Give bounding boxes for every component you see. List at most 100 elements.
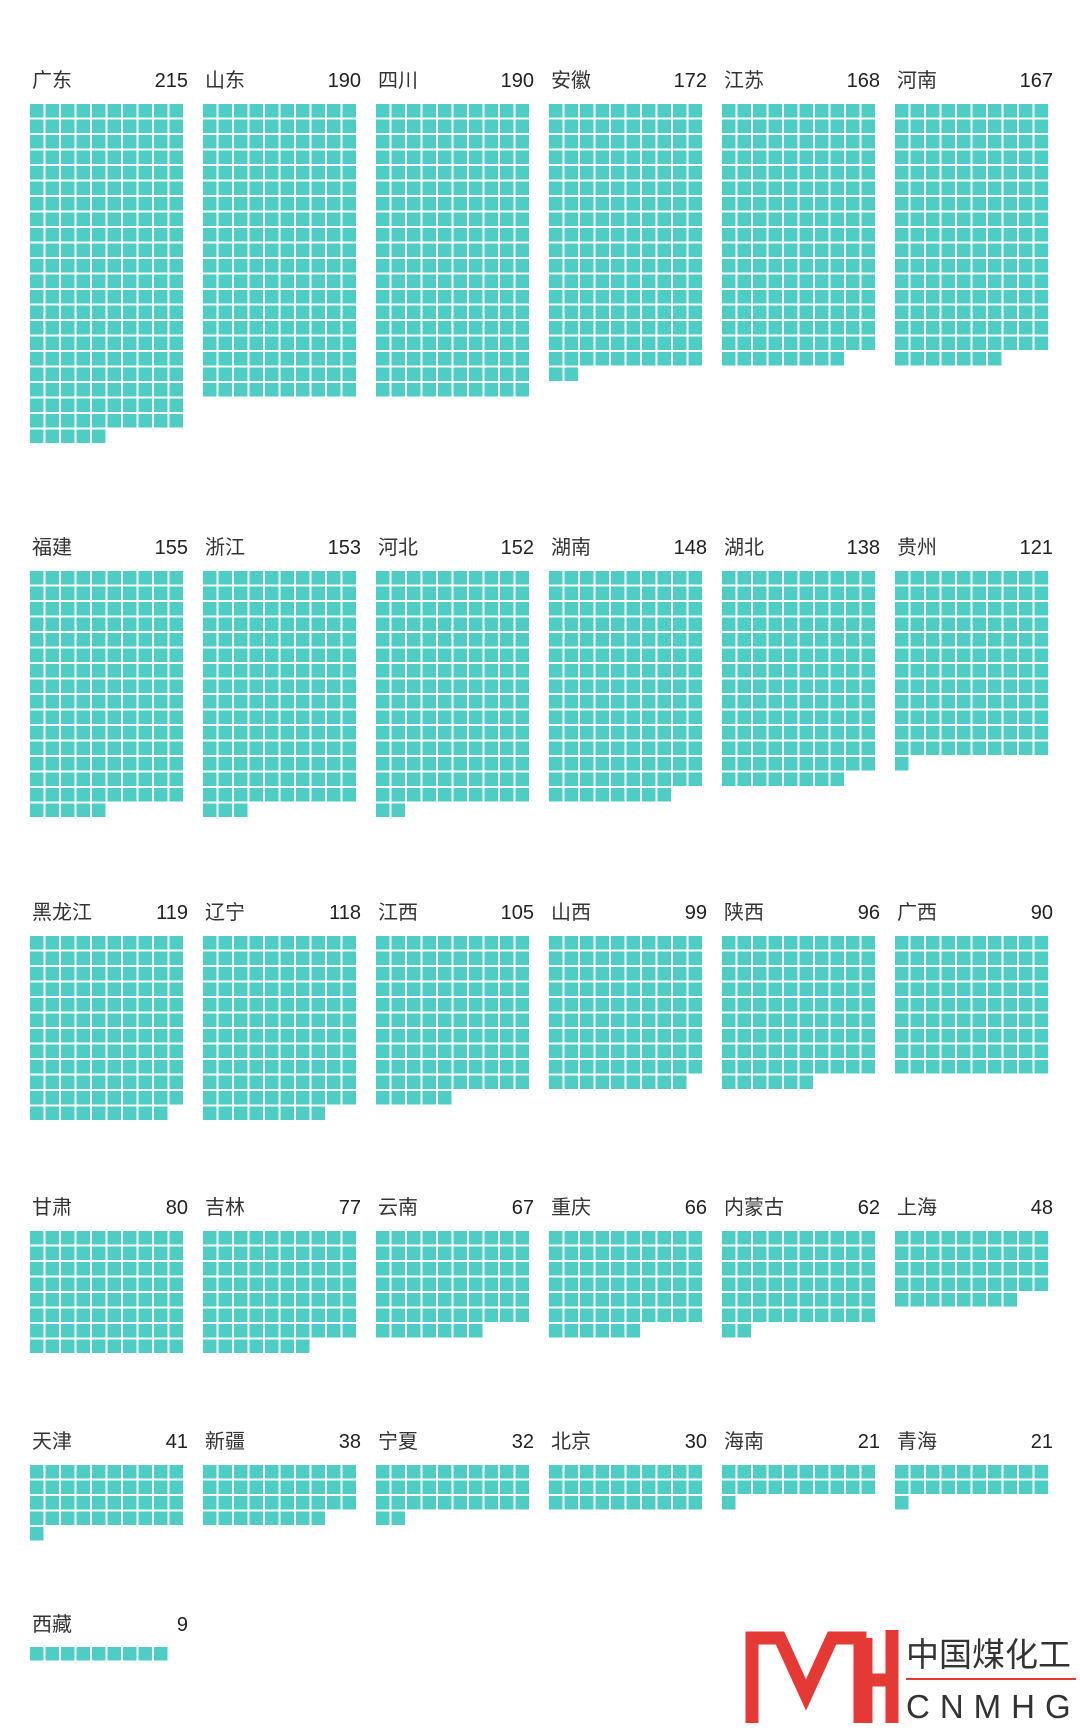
waffle-square <box>972 135 986 149</box>
waffle-square <box>265 1511 279 1525</box>
waffle-square <box>138 336 152 350</box>
waffle-square <box>218 1091 232 1105</box>
waffle-square <box>407 1262 421 1276</box>
waffle-square <box>926 321 940 335</box>
waffle-square <box>1019 1465 1033 1479</box>
waffle-square <box>515 1480 529 1494</box>
waffle-square <box>957 617 971 631</box>
waffle-square <box>342 982 356 996</box>
province-value: 121 <box>1020 537 1053 559</box>
waffle-square <box>768 1277 782 1291</box>
waffle-square <box>626 951 640 965</box>
waffle-square <box>722 1262 736 1276</box>
province-label: 湖北 <box>724 535 764 559</box>
waffle-square <box>342 586 356 600</box>
waffle-square <box>123 336 137 350</box>
waffle-square <box>861 1465 875 1479</box>
waffle-square <box>753 1480 767 1494</box>
waffle-square <box>815 602 829 616</box>
waffle-square <box>722 741 736 755</box>
waffle-square <box>123 1324 137 1338</box>
waffle-square <box>861 1277 875 1291</box>
waffle-square <box>234 571 248 585</box>
waffle-square <box>611 181 625 195</box>
waffle-square <box>515 726 529 740</box>
waffle-square <box>234 951 248 965</box>
waffle-square <box>45 757 59 771</box>
panel-8: 河北 152 <box>376 535 534 817</box>
waffle-square <box>169 1293 183 1307</box>
waffle-square <box>910 352 924 366</box>
waffle-square <box>391 726 405 740</box>
waffle-square <box>1034 150 1048 164</box>
province-label: 江西 <box>378 900 418 924</box>
waffle-square <box>580 982 594 996</box>
waffle-square <box>30 259 44 273</box>
waffle-square <box>722 998 736 1012</box>
waffle-square <box>45 788 59 802</box>
waffle-square <box>376 259 390 273</box>
waffle-square <box>422 352 436 366</box>
waffle-square <box>972 936 986 950</box>
province-value: 118 <box>329 902 361 924</box>
waffle-square <box>753 243 767 257</box>
waffle-square <box>407 1091 421 1105</box>
waffle-square <box>500 1465 514 1479</box>
waffle-square <box>469 726 483 740</box>
waffle-square <box>296 1106 310 1120</box>
province-value: 30 <box>685 1431 707 1453</box>
waffle-square <box>123 1262 137 1276</box>
waffle-square <box>722 1044 736 1058</box>
waffle-square <box>484 1293 498 1307</box>
waffle-square <box>203 982 217 996</box>
waffle-square <box>438 633 452 647</box>
waffle-square <box>342 617 356 631</box>
waffle-square <box>484 228 498 242</box>
waffle-square <box>861 119 875 133</box>
waffle-square <box>376 1293 390 1307</box>
waffle-square <box>311 119 325 133</box>
waffle-square <box>407 602 421 616</box>
waffle-square <box>768 212 782 226</box>
waffle-square <box>753 1060 767 1074</box>
waffle-square <box>861 710 875 724</box>
waffle-square <box>1019 150 1033 164</box>
waffle-square <box>673 290 687 304</box>
waffle-square <box>76 197 90 211</box>
waffle-square <box>422 1262 436 1276</box>
waffle-square <box>169 982 183 996</box>
waffle-square <box>722 586 736 600</box>
waffle-square <box>580 633 594 647</box>
waffle-square <box>673 982 687 996</box>
waffle-square <box>154 1262 168 1276</box>
waffle-square <box>737 679 751 693</box>
waffle-square <box>784 1293 798 1307</box>
waffle-square <box>327 648 341 662</box>
waffle-square <box>422 967 436 981</box>
waffle-square <box>422 1091 436 1105</box>
waffle-square <box>45 383 59 397</box>
waffle-square <box>203 741 217 755</box>
waffle-square <box>234 664 248 678</box>
waffle-square <box>407 321 421 335</box>
waffle-square <box>673 1029 687 1043</box>
waffle-square <box>768 336 782 350</box>
waffle-square <box>861 1262 875 1276</box>
waffle-square <box>453 274 467 288</box>
waffle-square <box>265 1293 279 1307</box>
waffle-square <box>107 1480 121 1494</box>
waffle-square <box>799 1277 813 1291</box>
panel-0: 广东 215 <box>30 68 188 443</box>
waffle-square <box>407 104 421 118</box>
waffle-square <box>515 336 529 350</box>
waffle-square <box>799 936 813 950</box>
waffle-square <box>296 602 310 616</box>
waffle-square <box>722 1465 736 1479</box>
waffle-square <box>642 1060 656 1074</box>
waffle-square <box>391 936 405 950</box>
waffle-square <box>657 259 671 273</box>
waffle-square <box>972 1013 986 1027</box>
waffle-square <box>500 1277 514 1291</box>
waffle-square <box>626 998 640 1012</box>
province-label: 陕西 <box>724 900 764 924</box>
